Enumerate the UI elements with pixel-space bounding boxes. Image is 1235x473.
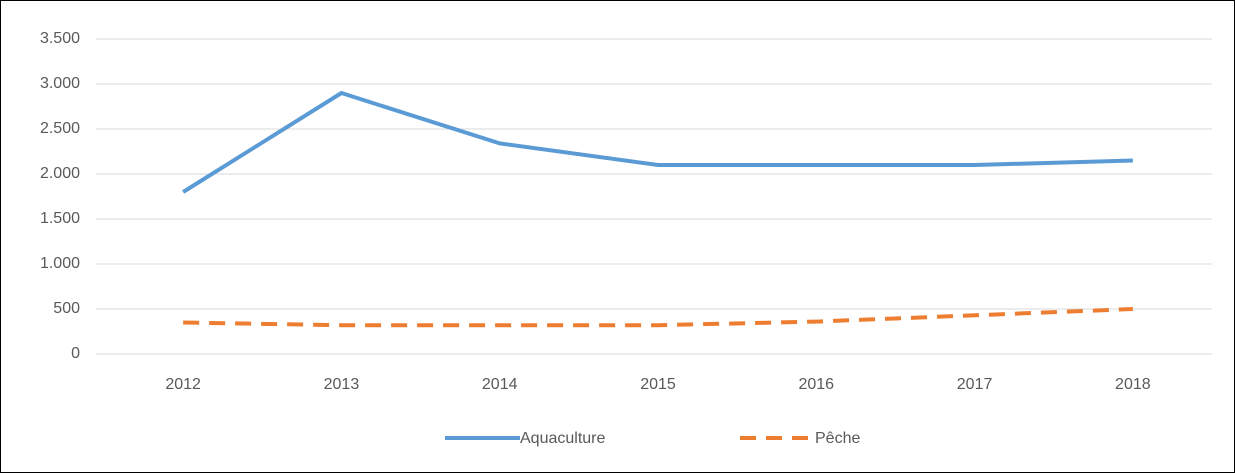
legend-label: Pêche (815, 430, 860, 447)
x-tick-label: 2014 (482, 376, 518, 393)
x-tick-label: 2013 (324, 376, 360, 393)
series-line (182, 91, 1133, 194)
x-tick-label: 2012 (165, 376, 201, 393)
x-tick-label: 2017 (957, 376, 993, 393)
y-tick-label: 0 (71, 345, 80, 362)
y-tick-label: 2.000 (40, 165, 80, 182)
y-tick-label: 3.000 (40, 75, 80, 92)
y-tick-label: 2.500 (40, 120, 80, 137)
series-line (183, 307, 1133, 328)
y-tick-label: 3.500 (40, 30, 80, 47)
y-tick-label: 500 (53, 300, 80, 317)
legend-label: Aquaculture (520, 430, 605, 447)
x-tick-label: 2016 (798, 376, 834, 393)
y-tick-label: 1.500 (40, 210, 80, 227)
x-tick-label: 2018 (1115, 376, 1151, 393)
x-tick-label: 2015 (640, 376, 676, 393)
y-tick-label: 1.000 (40, 255, 80, 272)
